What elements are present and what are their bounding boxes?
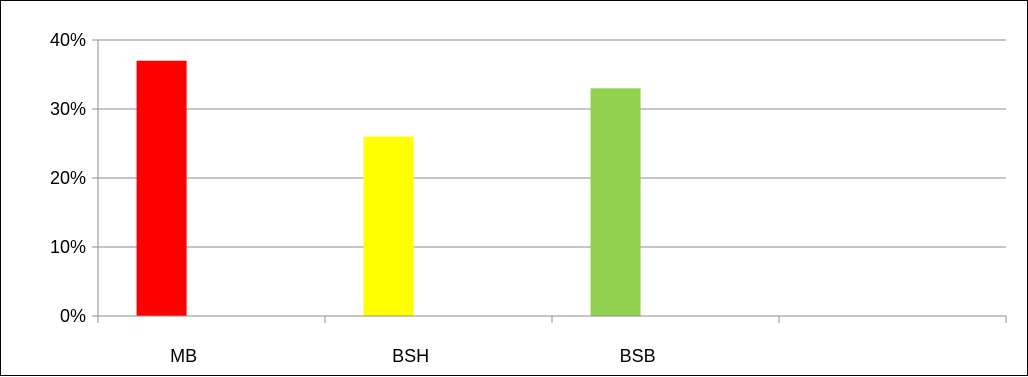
labels: 0% 10% 20% 30% 40% MB BSH BSB (50, 30, 656, 366)
y-tick-label: 40% (50, 30, 86, 50)
y-tick-label: 10% (50, 237, 86, 257)
axes (92, 39, 1007, 323)
bar-mb (136, 60, 187, 317)
bars (136, 60, 641, 317)
x-category-label: BSH (392, 346, 429, 366)
x-category-label: MB (170, 346, 197, 366)
bar-bsb (590, 88, 641, 316)
y-tick-label: 0% (60, 306, 86, 326)
y-tick-label: 30% (50, 99, 86, 119)
bar-bsh (363, 136, 414, 316)
gridlines (98, 39, 1006, 248)
x-category-label: BSB (620, 346, 656, 366)
y-tick-label: 20% (50, 168, 86, 188)
